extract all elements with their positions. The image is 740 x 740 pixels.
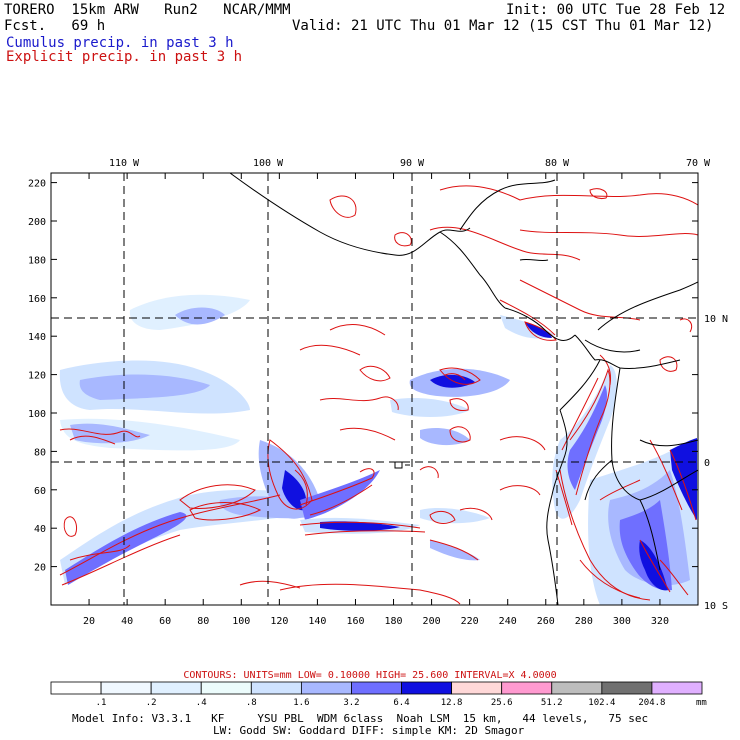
colorbar-swatch [100, 681, 152, 695]
colorbar-label: .4 [196, 698, 207, 708]
x-tick-label: 80 [197, 616, 209, 627]
colorbar-swatch [250, 681, 302, 695]
x-tick-label: 240 [499, 616, 517, 627]
latitude-label: 0 [704, 458, 710, 469]
map-frame [50, 172, 699, 606]
y-axis: 20 40 60 80 100 120 140 160 180 200 220 [28, 179, 698, 574]
colorbar-label: .8 [246, 698, 257, 708]
y-tick-label: 100 [28, 409, 46, 420]
x-tick-label: 120 [270, 616, 288, 627]
x-tick-label: 200 [423, 616, 441, 627]
colorbar-label: 25.6 [491, 698, 513, 708]
y-tick-label: 60 [34, 486, 46, 497]
x-tick-label: 180 [384, 616, 402, 627]
x-tick-label: 140 [308, 616, 326, 627]
colorbar-label: 12.8 [441, 698, 463, 708]
contours-info: CONTOURS: UNITS=mm LOW= 0.10000 HIGH= 25… [183, 670, 556, 681]
colorbar-label: 6.4 [393, 698, 409, 708]
latitude-labels: 10 N 0 10 S [704, 314, 728, 612]
longitude-label: 90 W [400, 158, 425, 169]
init-time: Init: 00 UTC Tue 28 Feb 12 [506, 2, 726, 18]
valid-time: Valid: 21 UTC Thu 01 Mar 12 (15 CST Thu … [292, 18, 714, 34]
colorbar-swatch [451, 681, 503, 695]
colorbar-label: .2 [146, 698, 157, 708]
graticule [51, 173, 698, 605]
colorbar-unit: mm [696, 698, 707, 708]
x-axis: 20 40 60 80 100 120 140 160 180 200 220 240 260 280 30… [83, 173, 669, 627]
y-tick-label: 200 [28, 217, 46, 228]
y-tick-label: 40 [34, 524, 46, 535]
x-tick-label: 260 [537, 616, 555, 627]
x-tick-label: 160 [346, 616, 364, 627]
y-tick-label: 220 [28, 179, 46, 190]
y-tick-label: 180 [28, 255, 46, 266]
y-tick-label: 120 [28, 371, 46, 382]
x-tick-label: 40 [121, 616, 133, 627]
colorbar-swatch [601, 681, 653, 695]
longitude-labels: 110 W 100 W 90 W 80 W 70 W [109, 158, 711, 169]
colorbar-label: 204.8 [638, 698, 665, 708]
longitude-label: 70 W [686, 158, 711, 169]
physics-info: LW: Godd SW: Goddard DIFF: simple KM: 2D… [213, 724, 525, 737]
colorbar-label: 51.2 [541, 698, 563, 708]
model-info: Model Info: V3.3.1 KF YSU PBL WDM 6class… [72, 712, 649, 725]
x-tick-label: 280 [575, 616, 593, 627]
x-tick-label: 320 [651, 616, 669, 627]
colorbar-swatch [551, 681, 603, 695]
model-title: TORERO 15km ARW Run2 NCAR/MMM [4, 2, 291, 18]
x-tick-label: 20 [83, 616, 95, 627]
colorbar-label: .1 [96, 698, 107, 708]
explicit-legend: Explicit precip. in past 3 h [6, 49, 243, 65]
colorbar-label: 102.4 [588, 698, 615, 708]
cumulus-precip-shading [59, 294, 698, 605]
colorbar-swatch [50, 681, 102, 695]
cumulus-legend: Cumulus precip. in past 3 h [6, 35, 234, 51]
colorbar-swatch [351, 681, 402, 695]
colorbar-label: 3.2 [343, 698, 359, 708]
x-tick-label: 220 [461, 616, 479, 627]
longitude-label: 80 W [545, 158, 570, 169]
y-tick-label: 80 [34, 447, 46, 458]
colorbar-swatch [300, 681, 352, 695]
latitude-label: 10 N [704, 314, 728, 325]
colorbar: .1 .2 .4 .8 1.6 3.2 6.4 12.8 25.6 51.2 102.4 204.8 [50, 681, 703, 708]
colorbar-swatch [501, 681, 553, 695]
y-tick-label: 160 [28, 294, 46, 305]
y-tick-label: 140 [28, 332, 46, 343]
y-tick-label: 20 [34, 563, 46, 574]
longitude-label: 100 W [253, 158, 284, 169]
explicit-precip-contours [59, 185, 698, 605]
colorbar-swatch [651, 681, 703, 695]
colorbar-label: 1.6 [293, 698, 309, 708]
coastlines [229, 173, 698, 605]
x-tick-label: 300 [613, 616, 631, 627]
colorbar-swatch [200, 681, 252, 695]
colorbar-swatch [401, 681, 453, 695]
longitude-label: 110 W [109, 158, 140, 169]
forecast-hour: Fcst. 69 h [4, 18, 106, 34]
x-tick-label: 100 [232, 616, 250, 627]
colorbar-swatch [150, 681, 202, 695]
latitude-label: 10 S [704, 601, 728, 612]
x-tick-label: 60 [159, 616, 171, 627]
